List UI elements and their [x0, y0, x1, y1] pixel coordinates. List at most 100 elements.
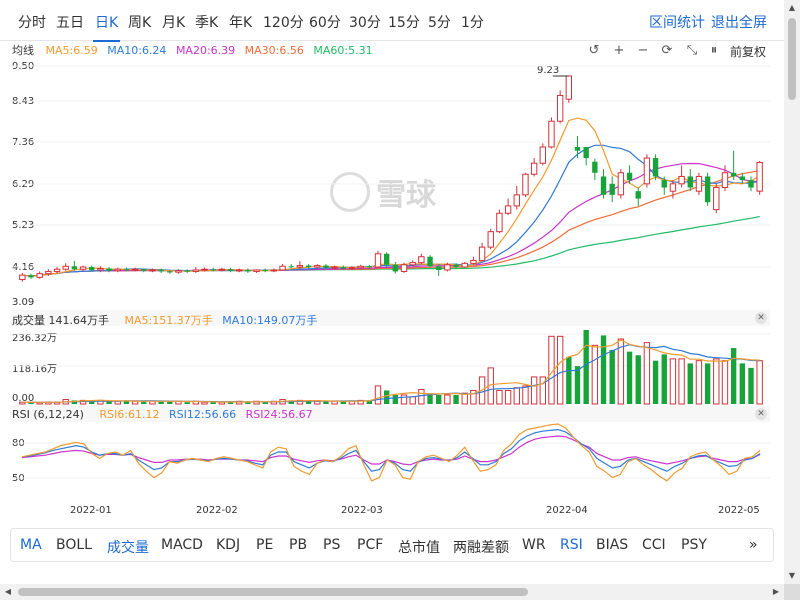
tab-psy[interactable]: PSY — [681, 537, 707, 553]
tab-kdj[interactable]: KDJ — [216, 537, 241, 553]
period-tab-quarterly-k[interactable]: 季K — [195, 15, 219, 31]
undo-icon[interactable]: ↺ — [588, 43, 600, 58]
tab-pcf[interactable]: PCF — [357, 537, 384, 553]
period-tab-30min[interactable]: 30分 — [349, 15, 381, 31]
more-tabs-icon[interactable]: » — [749, 537, 758, 553]
volume-bar — [444, 394, 451, 405]
volume-bar — [36, 402, 43, 405]
candle-body — [262, 269, 268, 271]
volume-bar — [418, 389, 425, 405]
kline-chart[interactable] — [0, 0, 784, 520]
period-tab-120min[interactable]: 120分 — [263, 15, 304, 31]
period-tab-15min[interactable]: 15分 — [388, 15, 420, 31]
volume-bar — [695, 360, 703, 405]
volume-bar — [253, 400, 260, 405]
scroll-right-icon[interactable]: ▶ — [772, 587, 780, 596]
tab-pb[interactable]: PB — [289, 537, 308, 553]
reset-icon[interactable]: ⟳ — [661, 43, 673, 58]
candle-body — [704, 176, 711, 203]
tab-bias[interactable]: BIAS — [596, 537, 629, 553]
tab-cci[interactable]: CCI — [642, 537, 666, 553]
tab-wr[interactable]: WR — [522, 537, 546, 553]
volume-bar — [478, 376, 486, 405]
candle-body — [71, 266, 78, 270]
zoom-out-icon[interactable]: − — [637, 43, 649, 58]
candle-body — [141, 269, 147, 271]
volume-bar — [114, 400, 121, 405]
candle-body — [383, 253, 390, 265]
candle-body — [374, 253, 382, 268]
volume-bar — [583, 330, 589, 404]
watermark-text: 雪球 — [376, 178, 436, 213]
compress-icon[interactable]: ⤡ — [686, 43, 698, 58]
volume-bar — [392, 394, 399, 404]
rsi24-legend: RSI24:56.67 — [245, 408, 313, 421]
scrollbar-corner — [784, 584, 800, 600]
candle-body — [436, 266, 442, 270]
period-tab-5min[interactable]: 5分 — [428, 15, 451, 31]
tab-rsi[interactable]: RSI — [560, 537, 583, 553]
volume-bar — [79, 399, 87, 405]
volume-bar — [131, 400, 139, 405]
tab-ma[interactable]: MA — [20, 537, 42, 553]
volume-bar — [340, 401, 346, 404]
volume-legend-total: 成交量 141.64万手 — [12, 314, 109, 327]
volume-bar — [704, 363, 711, 404]
candle-body — [461, 262, 468, 268]
period-tab-yearly-k[interactable]: 年K — [229, 15, 253, 31]
candle-body — [131, 268, 139, 271]
tab-boll[interactable]: BOLL — [56, 537, 92, 553]
volume-bar — [678, 358, 685, 405]
price-axis-label: 3.09 — [12, 297, 35, 308]
candle-body — [522, 173, 529, 196]
tab-pe[interactable]: PE — [256, 537, 274, 553]
candle-body — [392, 264, 399, 272]
volume-bar — [383, 390, 390, 404]
exit-fullscreen-link[interactable]: 退出全屏 — [711, 15, 767, 31]
pause-icon[interactable]: ⏸ — [710, 43, 718, 58]
tab-volume[interactable]: 成交量 — [107, 540, 149, 556]
period-tab-monthly-k[interactable]: 月K — [162, 15, 186, 31]
volume-bar — [556, 335, 564, 405]
tab-ps[interactable]: PS — [323, 537, 341, 553]
ma60-line — [22, 215, 760, 277]
candle-body — [600, 176, 607, 195]
period-tab-weekly-k[interactable]: 周K — [128, 15, 152, 31]
candle-body — [574, 146, 581, 151]
close-rsi-icon[interactable]: ✕ — [755, 408, 767, 420]
tab-margin-balance[interactable]: 两融差额 — [453, 540, 509, 556]
candle-body — [453, 264, 459, 268]
candle-body — [184, 270, 190, 272]
volume-bar — [149, 400, 156, 405]
volume-bar — [661, 354, 667, 404]
candle-body — [400, 264, 408, 272]
candle-body — [62, 265, 69, 270]
tab-market-cap[interactable]: 总市值 — [398, 540, 440, 556]
watermark: 雪球 — [330, 170, 436, 214]
period-tab-1min[interactable]: 1分 — [461, 15, 484, 31]
period-tab-fenshi[interactable]: 分时 — [18, 15, 46, 31]
date-axis-label: 2022-02 — [196, 505, 238, 516]
candle-body — [270, 269, 278, 272]
horizontal-scrollbar[interactable]: ◀ ▶ — [0, 584, 784, 600]
period-tab-daily-k[interactable]: 日K — [92, 12, 121, 42]
adjust-mode-label[interactable]: 前复权 — [730, 45, 767, 59]
candle-body — [366, 266, 373, 268]
period-tab-60min[interactable]: 60分 — [309, 15, 341, 31]
volume-bar — [201, 401, 208, 405]
scroll-down-icon[interactable]: ▼ — [788, 571, 796, 580]
volume-bar — [366, 400, 373, 404]
volume-bar — [739, 363, 746, 404]
volume-bar — [643, 342, 651, 405]
close-volume-icon[interactable]: ✕ — [755, 312, 767, 324]
vertical-scroll-thumb[interactable] — [788, 18, 796, 100]
horizontal-scroll-thumb[interactable] — [18, 588, 528, 596]
vertical-scrollbar[interactable]: ▲ ▼ — [784, 0, 800, 584]
scroll-left-icon[interactable]: ◀ — [4, 587, 12, 596]
interval-stats-link[interactable]: 区间统计 — [649, 15, 705, 31]
period-tab-five-day[interactable]: 五日 — [56, 15, 84, 31]
volume-bar — [123, 401, 130, 404]
zoom-in-icon[interactable]: + — [613, 43, 625, 58]
tab-macd[interactable]: MACD — [161, 537, 203, 553]
scroll-up-icon[interactable]: ▲ — [788, 3, 796, 12]
